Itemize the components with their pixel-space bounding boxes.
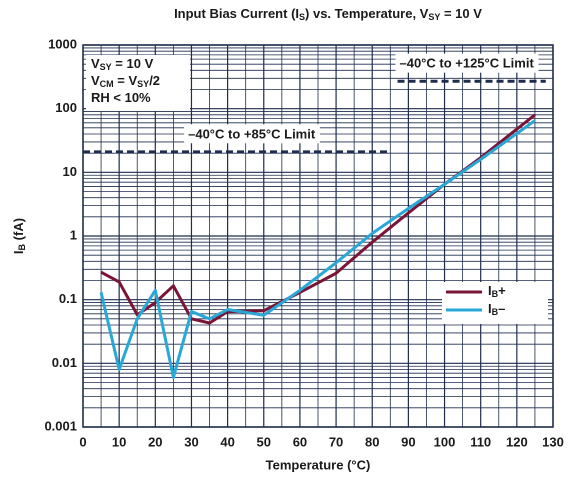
x-tick-label: 80 [365, 434, 379, 449]
x-tick-label: 130 [542, 434, 564, 449]
y-tick-label: 0.01 [52, 355, 77, 370]
legend-label-part: B [492, 289, 499, 299]
limit-label-bg [395, 53, 539, 73]
legend-label-part: – [498, 301, 505, 316]
x-axis-label: Temperature (°C) [266, 457, 371, 472]
annotation-line-part: RH < 10% [91, 90, 151, 105]
y-axis-label: IB (fA) [11, 218, 27, 254]
x-tick-label: 40 [220, 434, 234, 449]
x-tick-label: 30 [184, 434, 198, 449]
annotation-line: VCM = VSY/2 [91, 73, 160, 89]
y-axis-label-part: I [11, 250, 26, 254]
chart-title-part: ) vs. Temperature, V [305, 6, 429, 21]
legend-label-part: I [488, 301, 492, 316]
annotation-line-part: /2 [149, 73, 160, 88]
limit-label-bg [184, 124, 320, 144]
chart-title-part: Input Bias Current (I [174, 6, 299, 21]
y-axis-label-part: (fA) [11, 218, 26, 244]
legend-label-part: + [498, 283, 506, 298]
legend-label-part: I [488, 283, 492, 298]
chart-title-part: S [299, 12, 305, 22]
chart-title-part: = 10 V [440, 6, 482, 21]
y-tick-label: 0.1 [59, 291, 77, 306]
legend-bg [442, 282, 548, 324]
y-tick-label: 1 [70, 227, 77, 242]
annotation-line-part: SY [137, 79, 149, 89]
x-tick-label: 10 [112, 434, 126, 449]
x-tick-label: 90 [401, 434, 415, 449]
limit-label: –40°C to +125°C Limit [399, 56, 534, 71]
y-tick-label: 0.001 [44, 418, 77, 433]
y-tick-label: 10 [63, 164, 77, 179]
annotation-line: VSY = 10 V [91, 56, 154, 72]
annotation-line-part: CM [100, 79, 114, 89]
y-tick-label: 1000 [48, 36, 77, 51]
y-axis-label-part: B [17, 243, 27, 250]
annotation-line-part: V [91, 73, 100, 88]
x-tick-label: 120 [506, 434, 528, 449]
chart-title: Input Bias Current (IS) vs. Temperature,… [174, 6, 482, 22]
annotation-line-part: V [91, 56, 100, 71]
chart-title-part: SY [428, 12, 440, 22]
annotation-line-part: = 10 V [112, 56, 154, 71]
x-tick-label: 70 [329, 434, 343, 449]
legend-label: IB+ [488, 283, 506, 299]
x-tick-label: 0 [79, 434, 86, 449]
y-tick-label: 100 [55, 100, 77, 115]
series-line [99, 119, 536, 379]
limit-label: –40°C to +85°C Limit [188, 126, 316, 141]
annotation-line: RH < 10% [91, 90, 151, 105]
plot-frame [82, 44, 554, 428]
x-tick-label: 50 [257, 434, 271, 449]
annotation-line-part: SY [100, 62, 112, 72]
x-tick-label: 110 [470, 434, 491, 449]
annotation-line-part: = V [114, 73, 138, 88]
legend-label-part: B [492, 307, 499, 317]
x-tick-label: 20 [148, 434, 162, 449]
legend-label: IB– [488, 301, 505, 317]
annotation-bg [86, 55, 190, 111]
x-tick-label: 60 [293, 434, 307, 449]
x-tick-label: 100 [434, 434, 456, 449]
